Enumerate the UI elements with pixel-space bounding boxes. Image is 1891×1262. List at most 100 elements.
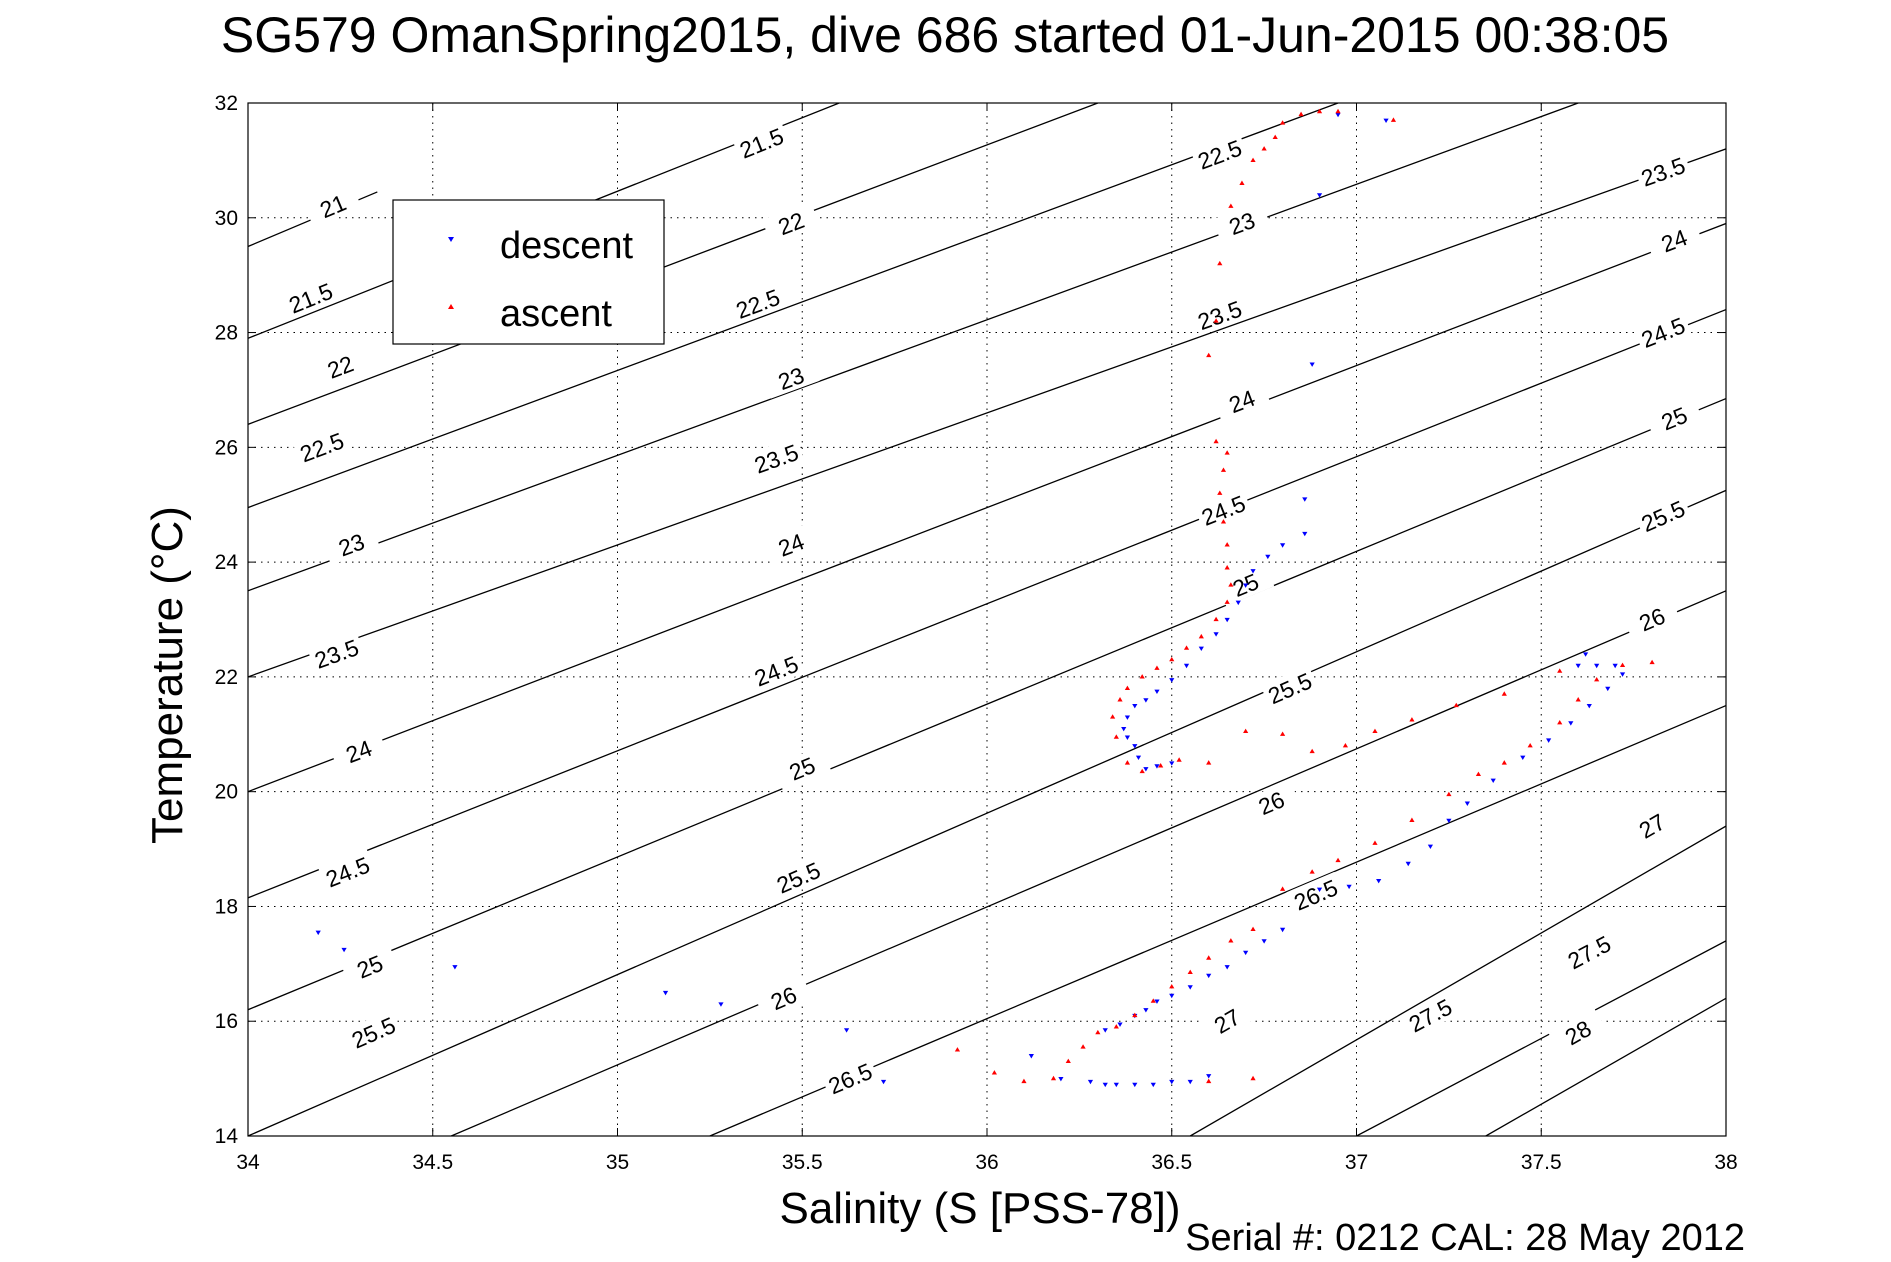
descent-point — [1121, 726, 1127, 732]
descent-point — [1302, 531, 1308, 537]
x-tick-label: 36.5 — [1151, 1151, 1192, 1174]
legend-ascent-label: ascent — [500, 293, 612, 335]
descent-point — [1113, 1082, 1119, 1088]
descent-point — [1376, 879, 1382, 884]
descent-point — [843, 1028, 850, 1033]
y-tick-label: 20 — [215, 781, 238, 804]
descent-point — [1605, 686, 1611, 692]
y-tick-label: 22 — [215, 666, 238, 689]
descent-point — [1143, 767, 1149, 772]
contour-label-bg — [1559, 927, 1618, 976]
ascent-point — [1228, 938, 1234, 943]
contour-label-bg — [311, 344, 369, 388]
contour-label-bg — [1212, 379, 1271, 422]
ascent-point — [1213, 616, 1219, 622]
descent-point — [1575, 663, 1581, 669]
descent-point — [1058, 1077, 1064, 1082]
descent-point — [1243, 950, 1249, 956]
ascent-point — [1217, 260, 1223, 266]
ascent-point — [1298, 111, 1304, 117]
contour-label: 25.5 — [348, 1012, 399, 1054]
contour-label-bg — [1197, 996, 1256, 1045]
contour-label-bg — [318, 849, 377, 893]
ascent-point — [1198, 633, 1204, 639]
descent-point — [1132, 744, 1138, 749]
x-axis-label: Salinity (S [PSS-78]) — [779, 1184, 1180, 1233]
descent-point — [1546, 738, 1552, 743]
contour-label: 23.5 — [311, 634, 362, 674]
ascent-point — [1124, 685, 1131, 690]
contour-label-bg — [307, 632, 366, 674]
ascent-point — [1110, 714, 1116, 719]
descent-point — [1224, 965, 1230, 970]
ascent-point — [1113, 734, 1119, 739]
ascent-point — [1250, 157, 1256, 162]
y-tick-label: 26 — [215, 436, 238, 459]
contour-label-bg — [1400, 990, 1459, 1039]
ascent-point — [1206, 955, 1212, 960]
contour-label-bg — [1548, 1007, 1607, 1057]
ascent-point — [1139, 674, 1145, 679]
ascent-point — [1335, 857, 1341, 863]
ascent-point — [1280, 886, 1286, 891]
descent-point — [1427, 844, 1433, 849]
ascent-point — [1619, 662, 1626, 668]
ascent-point — [1250, 1075, 1256, 1081]
ascent-point — [1183, 645, 1190, 650]
isopycnal-line-23-5 — [248, 148, 1726, 678]
ascent-point — [1139, 768, 1145, 774]
isopycnal-line-27 — [1189, 825, 1726, 1136]
contour-label: 26.5 — [825, 1058, 876, 1099]
ascent-point — [1453, 702, 1459, 708]
ascent-point — [1239, 180, 1245, 185]
contour-label-bg — [292, 425, 351, 468]
chart-title: SG579 OmanSpring2015, dive 686 started 0… — [221, 7, 1669, 63]
descent-point — [1087, 1079, 1094, 1085]
descent-point — [1124, 735, 1131, 740]
descent-point — [1169, 993, 1175, 999]
contour-label-bg — [1190, 132, 1249, 175]
descent-point — [315, 930, 321, 936]
contour-label-bg — [772, 745, 831, 790]
descent-point — [452, 965, 458, 970]
contour-label-bg — [1190, 293, 1249, 336]
descent-point — [718, 1002, 724, 1007]
contour-label: 24.5 — [1638, 312, 1689, 353]
isopycnal-line-25 — [248, 397, 1726, 1011]
descent-point — [1169, 1079, 1175, 1085]
ascent-point — [1206, 352, 1212, 358]
descent-point — [1154, 689, 1160, 695]
descent-point — [1235, 600, 1241, 606]
legend-ascent-marker — [448, 304, 454, 309]
ascent-point — [1228, 582, 1234, 587]
contour-label: 21.5 — [285, 278, 336, 319]
density-contours — [248, 103, 1726, 1136]
ascent-point — [1335, 108, 1341, 114]
descent-point — [1280, 543, 1286, 548]
ascent-point — [1095, 1029, 1101, 1035]
ascent-point — [1475, 771, 1482, 777]
ascent-point — [1220, 467, 1227, 472]
ascent-point — [1272, 134, 1278, 140]
descent-point — [1143, 1008, 1149, 1013]
y-tick-label: 32 — [215, 92, 238, 115]
ascent-point — [1217, 490, 1223, 495]
ascent-point — [954, 1047, 961, 1052]
ascent-point — [1409, 717, 1415, 722]
contour-label-bg — [761, 522, 820, 566]
descent-point — [1309, 362, 1315, 367]
legend-descent-marker — [448, 237, 454, 242]
x-tick-label: 34.5 — [412, 1151, 453, 1174]
ascent-point — [1224, 450, 1230, 455]
ascent-point — [1280, 120, 1286, 125]
descent-point — [1117, 1022, 1123, 1027]
descent-point — [1346, 884, 1352, 890]
contour-label-bg — [303, 183, 362, 228]
descent-point — [1280, 927, 1286, 933]
contour-label-bg — [1242, 780, 1301, 825]
contour-label-bg — [1633, 149, 1692, 192]
y-tick-label: 28 — [215, 322, 238, 345]
ascent-point — [1176, 757, 1182, 762]
ascent-point — [1169, 656, 1175, 662]
contour-label-bg — [1622, 800, 1681, 850]
